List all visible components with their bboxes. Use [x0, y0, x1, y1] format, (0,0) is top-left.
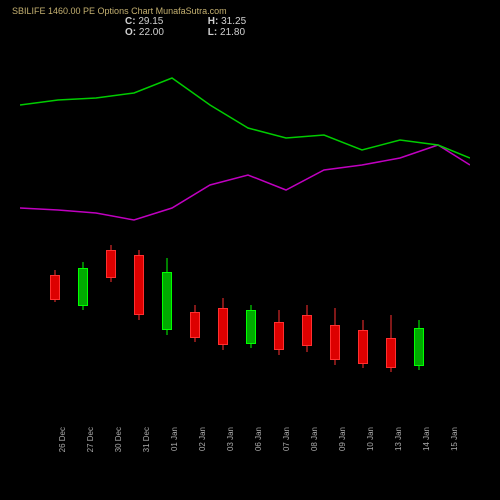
x-tick-label: 15 Jan [450, 427, 459, 487]
high-label: H: 31.25 [208, 16, 288, 27]
close-label: C: 29.15 [125, 16, 205, 27]
open-label: O: 22.00 [125, 27, 205, 38]
x-tick-label: 13 Jan [394, 427, 403, 487]
candle-body [302, 315, 312, 346]
candle-body [106, 250, 116, 278]
x-tick-label: 30 Dec [114, 427, 123, 487]
x-tick-label: 01 Jan [170, 427, 179, 487]
ohlc-panel: C: 29.15 H: 31.25 O: 22.00 L: 21.80 [125, 16, 288, 38]
x-tick-label: 27 Dec [86, 427, 95, 487]
x-tick-label: 09 Jan [338, 427, 347, 487]
x-tick-label: 06 Jan [254, 427, 263, 487]
x-tick-label: 14 Jan [422, 427, 431, 487]
candlestick-series [20, 50, 470, 430]
candle-body [246, 310, 256, 344]
candle-body [78, 268, 88, 306]
x-axis: 26 Dec27 Dec30 Dec31 Dec01 Jan02 Jan03 J… [20, 432, 470, 492]
candle-body [274, 322, 284, 350]
candle-body [358, 330, 368, 364]
candle-body [414, 328, 424, 366]
candle-body [330, 325, 340, 360]
candle-body [162, 272, 172, 330]
chart-title: SBILIFE 1460.00 PE Options Chart MunafaS… [12, 6, 227, 16]
x-tick-label: 08 Jan [310, 427, 319, 487]
x-tick-label: 31 Dec [142, 427, 151, 487]
candle-body [218, 308, 228, 345]
x-tick-label: 03 Jan [226, 427, 235, 487]
x-tick-label: 10 Jan [366, 427, 375, 487]
low-label: L: 21.80 [208, 27, 288, 38]
candle-body [386, 338, 396, 368]
x-tick-label: 02 Jan [198, 427, 207, 487]
candle-body [190, 312, 200, 338]
x-tick-label: 07 Jan [282, 427, 291, 487]
candle-body [134, 255, 144, 315]
candle-body [50, 275, 60, 300]
x-tick-label: 26 Dec [58, 427, 67, 487]
chart-area [20, 50, 470, 430]
